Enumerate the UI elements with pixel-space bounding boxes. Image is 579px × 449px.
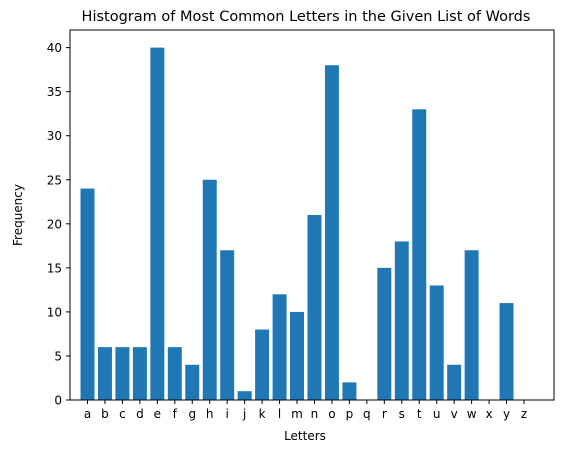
x-tick-label-o: o: [328, 407, 335, 421]
y-tick-label-5: 5: [54, 349, 62, 363]
bar-m: [290, 311, 305, 400]
y-tick-label-40: 40: [47, 41, 62, 55]
bar-h: [202, 179, 217, 400]
x-tick-label-s: s: [399, 407, 405, 421]
bar-y: [499, 303, 514, 400]
bar-f: [167, 347, 182, 400]
y-tick-label-15: 15: [47, 261, 62, 275]
x-tick-label-h: h: [206, 407, 214, 421]
bars-group: [80, 47, 514, 401]
x-tick-label-z: z: [521, 407, 527, 421]
x-tick-label-d: d: [136, 407, 144, 421]
y-tick-label-25: 25: [47, 173, 62, 187]
x-tick-label-m: m: [291, 407, 303, 421]
x-tick-label-i: i: [226, 407, 229, 421]
y-tick-label-30: 30: [47, 129, 62, 143]
y-tick-label-0: 0: [54, 394, 62, 408]
chart-title: Histogram of Most Common Letters in the …: [82, 9, 531, 25]
bar-k: [255, 329, 270, 400]
y-axis-title: Frequency: [11, 184, 25, 246]
bar-d: [132, 347, 147, 400]
plot-frame: [69, 29, 555, 401]
x-tick-label-l: l: [278, 407, 281, 421]
bar-b: [97, 347, 112, 400]
x-tick-label-u: u: [433, 407, 441, 421]
bar-n: [307, 215, 322, 400]
x-tick-label-p: p: [346, 407, 354, 421]
bar-e: [150, 47, 165, 401]
bar-s: [394, 241, 409, 400]
bar-t: [412, 109, 427, 400]
bar-a: [80, 188, 95, 400]
x-tick-label-j: j: [242, 407, 246, 421]
x-tick-label-r: r: [382, 407, 387, 421]
x-tick-label-e: e: [154, 407, 161, 421]
x-tick-label-g: g: [188, 407, 196, 421]
bar-p: [342, 382, 357, 400]
x-tick-label-w: w: [467, 407, 477, 421]
bar-c: [115, 347, 130, 400]
x-tick-label-k: k: [259, 407, 266, 421]
x-tick-label-y: y: [503, 407, 510, 421]
x-tick-label-v: v: [451, 407, 458, 421]
y-tick-label-20: 20: [47, 217, 62, 231]
x-tick-label-x: x: [486, 407, 493, 421]
bar-v: [447, 364, 462, 400]
x-tick-label-c: c: [119, 407, 126, 421]
bar-o: [324, 65, 339, 401]
y-axis: 0 5 10 15 20 25 30 35 40: [47, 41, 70, 408]
bar-j: [237, 391, 252, 400]
x-tick-label-n: n: [311, 407, 319, 421]
x-tick-label-q: q: [363, 407, 371, 421]
x-tick-label-f: f: [173, 407, 178, 421]
x-tick-label-t: t: [417, 407, 422, 421]
y-tick-label-35: 35: [47, 85, 62, 99]
x-tick-label-a: a: [84, 407, 91, 421]
bar-w: [464, 250, 479, 400]
bar-u: [429, 285, 444, 400]
bar-r: [377, 267, 392, 400]
bar-g: [185, 364, 200, 400]
x-tick-label-b: b: [101, 407, 109, 421]
x-axis-title: Letters: [284, 429, 326, 443]
bar-l: [272, 294, 287, 400]
bar-i: [220, 250, 235, 400]
y-tick-label-10: 10: [47, 305, 62, 319]
